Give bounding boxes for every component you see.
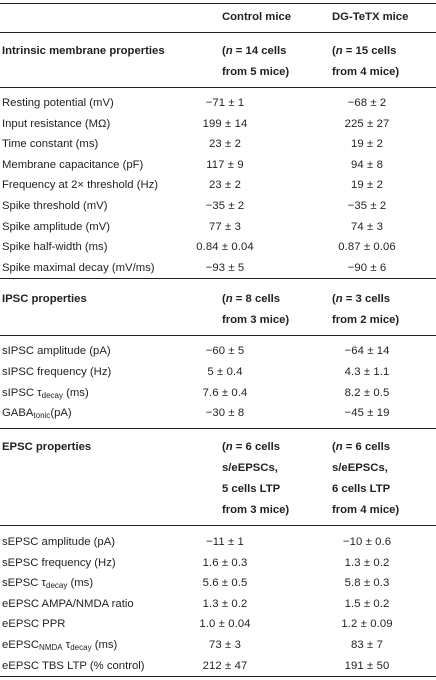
control-value-text: 212 ± 47 xyxy=(202,659,248,672)
tetx-value-text: 8.2 ± 0.5 xyxy=(344,386,390,399)
row-label: Membrane capacitance (pF) xyxy=(2,158,144,171)
row-label: sEPSC τdecay (ms) xyxy=(2,577,93,590)
section-rule xyxy=(0,428,436,429)
row-label: Spike amplitude (mV) xyxy=(2,220,110,233)
tetx-value-text: −45 ± 19 xyxy=(344,407,390,420)
control-value-text: −11 ± 1 xyxy=(206,536,244,548)
control-value-text: 23 ± 2 xyxy=(209,138,241,151)
section-title: IPSC properties xyxy=(2,293,87,305)
row-label: sIPSC frequency (Hz) xyxy=(2,365,112,378)
tetx-value-text: 1.5 ± 0.2 xyxy=(344,597,390,610)
header-rule xyxy=(0,32,436,33)
label-tail: (ms) xyxy=(62,386,89,399)
control-value-text: −93 ± 5 xyxy=(205,261,245,274)
control-value-text: 1.6 ± 0.3 xyxy=(202,556,248,569)
control-value-text: −71 ± 1 xyxy=(205,97,245,109)
n-control: (n = 6 cells s/eEPSCs, 5 cells LTP from … xyxy=(222,441,290,516)
row-label: eEPSC PPR xyxy=(2,618,66,631)
row-label: sEPSC amplitude (pA) xyxy=(2,536,116,548)
control-value-text: 5.6 ± 0.5 xyxy=(202,577,248,590)
tetx-value-text: 19 ± 2 xyxy=(351,138,383,151)
row-label: sIPSC τdecay (ms) xyxy=(2,387,89,400)
tetx-value-text: 191 ± 50 xyxy=(344,659,390,672)
row-label: Frequency at 2× threshold (Hz) xyxy=(2,179,159,192)
label-subscript: decay xyxy=(46,581,68,591)
row-label: sEPSC frequency (Hz) xyxy=(2,556,116,569)
control-value-text: −60 ± 5 xyxy=(205,345,245,357)
section-rule xyxy=(0,87,436,88)
label-subscript: decay xyxy=(70,643,92,652)
control-value-text: −30 ± 8 xyxy=(205,407,245,420)
tetx-value-text: −90 ± 6 xyxy=(347,261,387,274)
section-title: Intrinsic membrane properties xyxy=(2,45,165,57)
tetx-value-text: 83 ± 7 xyxy=(351,639,383,651)
control-value-text: 77 ± 3 xyxy=(209,220,241,233)
row-label: Spike threshold (mV) xyxy=(2,200,108,212)
control-value-text: 7.6 ± 0.4 xyxy=(202,386,248,399)
bottom-rule xyxy=(0,676,436,677)
tetx-value-text: 225 ± 27 xyxy=(344,117,390,130)
section-rule xyxy=(0,335,436,336)
section-rule xyxy=(0,278,436,279)
row-label: Spike half-width (ms) xyxy=(2,241,108,254)
label-tail: (ms) xyxy=(67,577,94,590)
label-subscript: decay xyxy=(41,390,63,400)
label-main: sIPSC τ xyxy=(2,386,42,399)
row-label: Spike maximal decay (mV/ms) xyxy=(2,261,155,274)
row-label: eEPSCNMDA τdecay (ms) xyxy=(2,639,117,652)
row-label: sIPSC amplitude (pA) xyxy=(2,345,111,357)
tetx-value-text: 0.87 ± 0.06 xyxy=(338,241,396,254)
tetx-value-text: 5.8 ± 0.3 xyxy=(344,577,390,590)
control-value-text: 1.0 ± 0.04 xyxy=(199,618,251,631)
label-mid: τ xyxy=(62,639,71,651)
label-subscript: tonic xyxy=(33,411,51,421)
n-tetx: (n = 15 cells from 4 mice) xyxy=(332,45,400,78)
label-main: GABA xyxy=(2,407,34,420)
header-tetx: DG-TeTX mice xyxy=(332,11,409,23)
control-value-text: 23 ± 2 xyxy=(209,179,241,192)
tetx-value-text: 94 ± 8 xyxy=(351,158,383,171)
control-value-text: 73 ± 3 xyxy=(209,639,241,651)
control-value-text: 5 ± 0.4 xyxy=(207,365,243,378)
row-label: Time constant (ms) xyxy=(2,138,99,151)
control-value-text: 117 ± 9 xyxy=(206,158,244,171)
label-main: sEPSC τ xyxy=(2,577,47,590)
header-control: Control mice xyxy=(222,11,292,23)
n-control: (n = 8 cells from 3 mice) xyxy=(222,293,290,326)
control-value-text: 0.84 ± 0.04 xyxy=(196,241,254,254)
label-tail: (ms) xyxy=(91,639,118,651)
label-subscript: NMDA xyxy=(39,643,63,652)
tetx-value-text: 1.2 ± 0.09 xyxy=(341,618,393,631)
section-rule xyxy=(0,525,436,526)
row-label: Input resistance (MΩ) xyxy=(2,117,111,130)
row-label: Resting potential (mV) xyxy=(2,97,114,109)
tetx-value-text: −35 ± 2 xyxy=(347,200,387,212)
row-label: eEPSC AMPA/NMDA ratio xyxy=(2,597,134,610)
tetx-value-text: 4.3 ± 1.1 xyxy=(344,365,390,378)
label-main: eEPSC xyxy=(2,639,40,651)
tetx-value-text: 74 ± 3 xyxy=(351,220,383,233)
section-title: EPSC properties xyxy=(2,441,92,453)
row-label: eEPSC TBS LTP (% control) xyxy=(2,659,145,672)
top-rule xyxy=(0,3,436,4)
tetx-value-text: −64 ± 14 xyxy=(344,345,390,357)
control-value-text: 1.3 ± 0.2 xyxy=(202,597,248,610)
control-value-text: −35 ± 2 xyxy=(205,200,245,212)
tetx-value-text: 19 ± 2 xyxy=(351,179,383,192)
tetx-value-text: −10 ± 0.6 xyxy=(342,536,392,548)
tetx-value-text: −68 ± 2 xyxy=(347,97,387,109)
n-tetx: (n = 6 cells s/eEPSCs, 6 cells LTP from … xyxy=(332,441,400,516)
control-value-text: 199 ± 14 xyxy=(202,117,248,130)
tetx-value-text: 1.3 ± 0.2 xyxy=(344,556,390,569)
row-label: GABAtonic(pA) xyxy=(2,407,72,420)
label-tail: (pA) xyxy=(50,407,72,420)
n-control: (n = 14 cells from 5 mice) xyxy=(222,45,290,78)
n-tetx: (n = 3 cells from 2 mice) xyxy=(332,293,400,326)
